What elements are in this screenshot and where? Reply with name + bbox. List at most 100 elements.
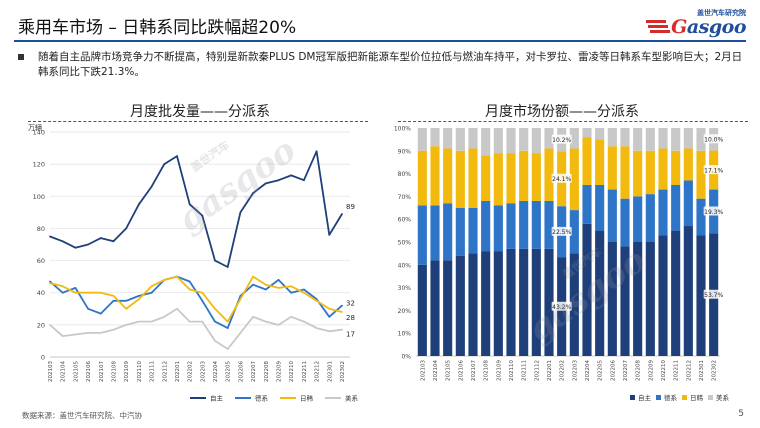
legend-label: 日韩 [690, 393, 704, 402]
bar-segment [430, 205, 440, 261]
y-tick-label: 120 [33, 161, 45, 169]
data-point [87, 332, 89, 334]
data-label-bg [703, 165, 724, 175]
bar-segment [468, 253, 478, 356]
y-tick-label: 100 [33, 193, 45, 201]
bar-segment [607, 189, 617, 242]
series-line-2 [49, 275, 343, 323]
end-value-label: 17 [346, 331, 355, 339]
data-label-bg [703, 289, 724, 299]
data-point [61, 335, 64, 337]
bar-segment [417, 205, 427, 265]
bullet-text: 随着自主品牌市场竞争力不断提高，特别是新款秦PLUS DM冠军版把新能源车型价位… [38, 51, 743, 78]
bar-segment [671, 185, 681, 231]
data-point [201, 291, 204, 294]
data-point [112, 328, 115, 331]
end-value-label: 89 [346, 203, 355, 211]
data-point [74, 291, 77, 294]
bar-segment [481, 155, 491, 201]
y-tick-label: 60% [398, 217, 412, 224]
x-tick-label: 202206 [238, 361, 244, 382]
bar-segment [696, 198, 706, 236]
data-point [138, 320, 140, 323]
data-point [252, 283, 255, 286]
y-tick-label: 50% [398, 240, 412, 247]
x-tick-label: 202103 [48, 361, 54, 382]
data-point [125, 307, 128, 310]
x-tick-label: 202204 [585, 360, 591, 381]
bar-segment [544, 248, 554, 356]
legend-label: 自主 [638, 393, 652, 402]
bar-segment [455, 128, 465, 151]
data-point [61, 285, 64, 288]
data-point [214, 259, 216, 262]
bar-segment [569, 128, 579, 149]
bar-segment [481, 128, 491, 156]
y-tick-label: 60 [37, 257, 45, 265]
data-point [87, 243, 89, 246]
x-tick-label: 202107 [471, 360, 477, 381]
data-point [290, 285, 293, 288]
data-point [150, 320, 153, 323]
x-tick-label: 202103 [420, 360, 426, 381]
data-point [226, 266, 229, 268]
data-point [138, 295, 140, 297]
legend-swatch [682, 395, 687, 400]
bar-segment [468, 148, 478, 208]
x-tick-label: 202205 [226, 361, 232, 382]
x-tick-label: 202112 [162, 361, 168, 382]
x-tick-label: 202209 [277, 361, 283, 382]
bar-segment [595, 185, 605, 231]
x-tick-label: 202110 [137, 361, 143, 382]
data-point [125, 299, 128, 302]
data-point [239, 298, 242, 300]
x-tick-label: 202105 [73, 361, 79, 382]
data-point [214, 320, 216, 323]
legend-swatch [708, 395, 713, 400]
data-point [264, 283, 267, 286]
data-point [49, 280, 51, 283]
x-tick-label: 202104 [433, 360, 439, 381]
data-point [239, 332, 242, 334]
data-point [112, 299, 115, 302]
data-point [214, 307, 216, 310]
slide-title: 乘用车市场 – 日韩系同比跌幅超20% [18, 18, 297, 38]
series-line-3 [49, 307, 343, 350]
x-tick-label: 202109 [496, 360, 502, 381]
left-chart-divider [28, 121, 368, 122]
data-point [277, 287, 280, 289]
data-point [341, 311, 343, 313]
y-axis-unit-label: 万辆 [28, 123, 42, 132]
data-point [163, 315, 166, 318]
bar-segment [607, 146, 617, 190]
data-point [138, 298, 140, 300]
stacked-bar-chart: 0% 10% 20% 30% 40% 50% 60% 70% 80% 90% 100% 202103 2… [394, 126, 730, 403]
bar-segment [531, 248, 541, 356]
x-tick-label: 202201 [547, 360, 553, 381]
bar-segment [620, 146, 630, 199]
bar-segment [417, 150, 427, 206]
data-point [112, 240, 115, 243]
data-point [49, 324, 51, 326]
data-label-bg [551, 173, 572, 183]
data-point [188, 320, 191, 323]
bar-segment [658, 148, 668, 190]
x-tick-label: 202106 [86, 361, 92, 382]
data-point [87, 291, 89, 294]
logo-wordmark: Gasgoo [671, 16, 746, 38]
data-point [341, 213, 343, 215]
data-point [150, 285, 153, 288]
x-tick-label: 202203 [200, 361, 206, 382]
data-point [150, 185, 153, 188]
bar-segment [645, 150, 655, 195]
bar-segment [658, 189, 668, 236]
x-tick-label: 202212 [315, 361, 321, 382]
bar-segment [481, 251, 491, 356]
data-label-bg [551, 226, 572, 236]
bar-segment [696, 235, 706, 356]
data-point [188, 203, 191, 206]
bar-segment [658, 128, 668, 149]
bar-segment [544, 128, 554, 149]
data-point [264, 182, 267, 185]
x-tick-label: 202112 [534, 360, 540, 381]
